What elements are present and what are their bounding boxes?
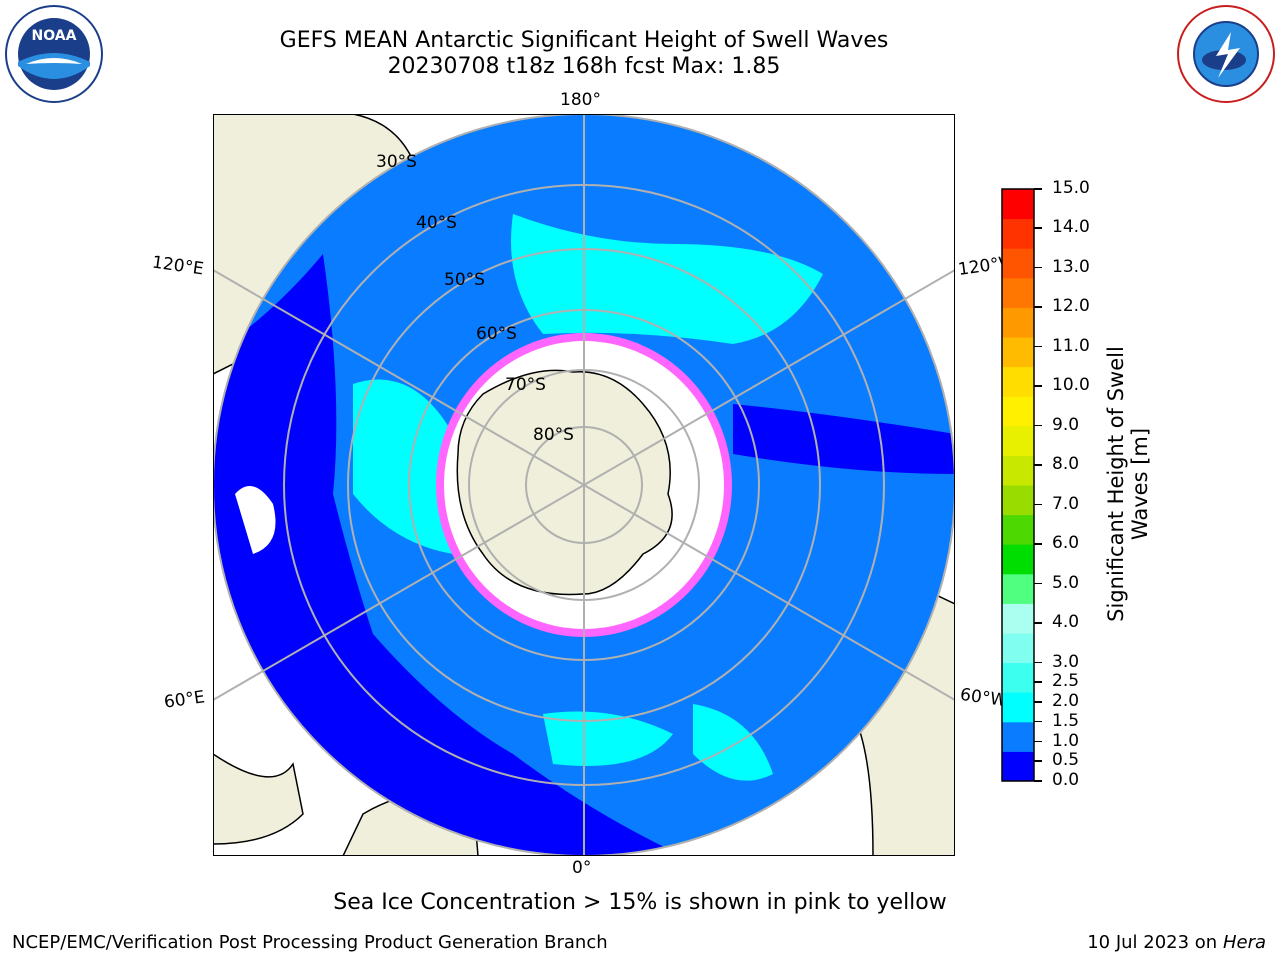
colorbar <box>1001 188 1035 782</box>
lat-label-30s: 30°S <box>376 152 417 172</box>
colorbar-swatch <box>1002 721 1034 752</box>
colorbar-tick <box>1034 701 1042 703</box>
colorbar-tick-label: 2.5 <box>1052 671 1080 692</box>
colorbar-swatch <box>1002 603 1034 634</box>
colorbar-tick-label: 5.0 <box>1052 572 1080 593</box>
colorbar-tick-label: 11.0 <box>1052 335 1090 356</box>
polar-map <box>213 114 955 856</box>
colorbar-tick <box>1034 720 1042 723</box>
colorbar-tick <box>1034 780 1042 782</box>
colorbar-tick-label: 7.0 <box>1052 493 1080 514</box>
colorbar-tick-label: 9.0 <box>1052 414 1080 435</box>
colorbar-tick-label: 1.5 <box>1052 710 1080 731</box>
colorbar-label: Significant Height of Swell Waves [m] <box>1104 346 1152 622</box>
colorbar-tick <box>1034 622 1042 624</box>
colorbar-tick-label: 4.0 <box>1052 612 1080 633</box>
colorbar-swatch <box>1002 455 1034 486</box>
colorbar-tick-label: 2.0 <box>1052 691 1080 712</box>
colorbar-swatch <box>1002 277 1034 308</box>
colorbar-tick-label: 13.0 <box>1052 256 1090 277</box>
colorbar-swatch <box>1002 514 1034 545</box>
lon-label-0: 0° <box>572 858 592 878</box>
colorbar-tick <box>1034 227 1042 229</box>
colorbar-tick <box>1034 306 1042 308</box>
colorbar-tick <box>1034 740 1042 743</box>
colorbar-tick-label: 6.0 <box>1052 533 1080 554</box>
noaa-logo-text: NOAA <box>32 28 77 44</box>
colorbar-swatch <box>1002 692 1034 723</box>
footer-machine: Hera <box>1222 932 1266 953</box>
colorbar-tick <box>1034 385 1042 387</box>
colorbar-tick <box>1034 661 1042 664</box>
colorbar-tick-label: 0.5 <box>1052 750 1080 771</box>
colorbar-swatch <box>1002 662 1034 693</box>
lat-label-40s: 40°S <box>416 213 457 233</box>
graticule <box>213 114 955 856</box>
noaa-logo: NOAA <box>5 5 103 103</box>
footer-credit: NCEP/EMC/Verification Post Processing Pr… <box>12 932 608 953</box>
colorbar-tick <box>1034 464 1042 466</box>
colorbar-tick <box>1034 681 1042 683</box>
lat-label-60s: 60°S <box>476 324 517 344</box>
colorbar-tick-label: 14.0 <box>1052 217 1090 238</box>
colorbar-swatch <box>1002 189 1034 220</box>
sea-ice-caption: Sea Ice Concentration > 15% is shown in … <box>333 890 947 915</box>
colorbar-swatch <box>1002 751 1034 782</box>
colorbar-swatch <box>1002 248 1034 279</box>
colorbar-tick-label: 12.0 <box>1052 296 1090 317</box>
lat-label-70s: 70°S <box>505 375 546 395</box>
footer-date: 10 Jul 2023 on Hera <box>1087 932 1266 953</box>
colorbar-tick-label: 8.0 <box>1052 454 1080 475</box>
colorbar-swatch <box>1002 337 1034 368</box>
colorbar-tick-label: 3.0 <box>1052 651 1080 672</box>
lon-label-60e: 60°E <box>162 687 207 713</box>
colorbar-tick <box>1034 188 1042 190</box>
colorbar-tick <box>1034 582 1042 585</box>
colorbar-swatch <box>1002 366 1034 397</box>
colorbar-swatch <box>1002 633 1034 664</box>
colorbar-swatch <box>1002 573 1034 604</box>
colorbar-tick <box>1034 424 1042 427</box>
colorbar-tick <box>1034 266 1042 269</box>
colorbar-tick-label: 15.0 <box>1052 178 1090 198</box>
colorbar-tick <box>1034 760 1042 762</box>
colorbar-swatch <box>1002 218 1034 249</box>
colorbar-tick <box>1034 345 1042 348</box>
lat-label-80s: 80°S <box>533 425 574 445</box>
colorbar-tick <box>1034 503 1042 506</box>
colorbar-swatch <box>1002 396 1034 427</box>
lat-label-50s: 50°S <box>444 270 485 290</box>
colorbar-tick <box>1034 543 1042 545</box>
colorbar-swatch <box>1002 425 1034 456</box>
chart-subtitle: 20230708 t18z 168h fcst Max: 1.85 <box>387 54 781 79</box>
footer-date-text: 10 Jul 2023 on <box>1087 932 1223 953</box>
antarctica <box>456 369 673 596</box>
colorbar-swatch <box>1002 485 1034 516</box>
colorbar-swatch <box>1002 544 1034 575</box>
lon-label-120e: 120°E <box>150 252 205 280</box>
lon-label-180: 180° <box>560 90 601 110</box>
colorbar-swatch <box>1002 307 1034 338</box>
colorbar-tick-label: 1.0 <box>1052 730 1080 751</box>
colorbar-tick-label: 10.0 <box>1052 375 1090 396</box>
colorbar-tick-label: 0.0 <box>1052 770 1080 790</box>
chart-title: GEFS MEAN Antarctic Significant Height o… <box>279 28 889 53</box>
nws-logo <box>1177 5 1275 103</box>
